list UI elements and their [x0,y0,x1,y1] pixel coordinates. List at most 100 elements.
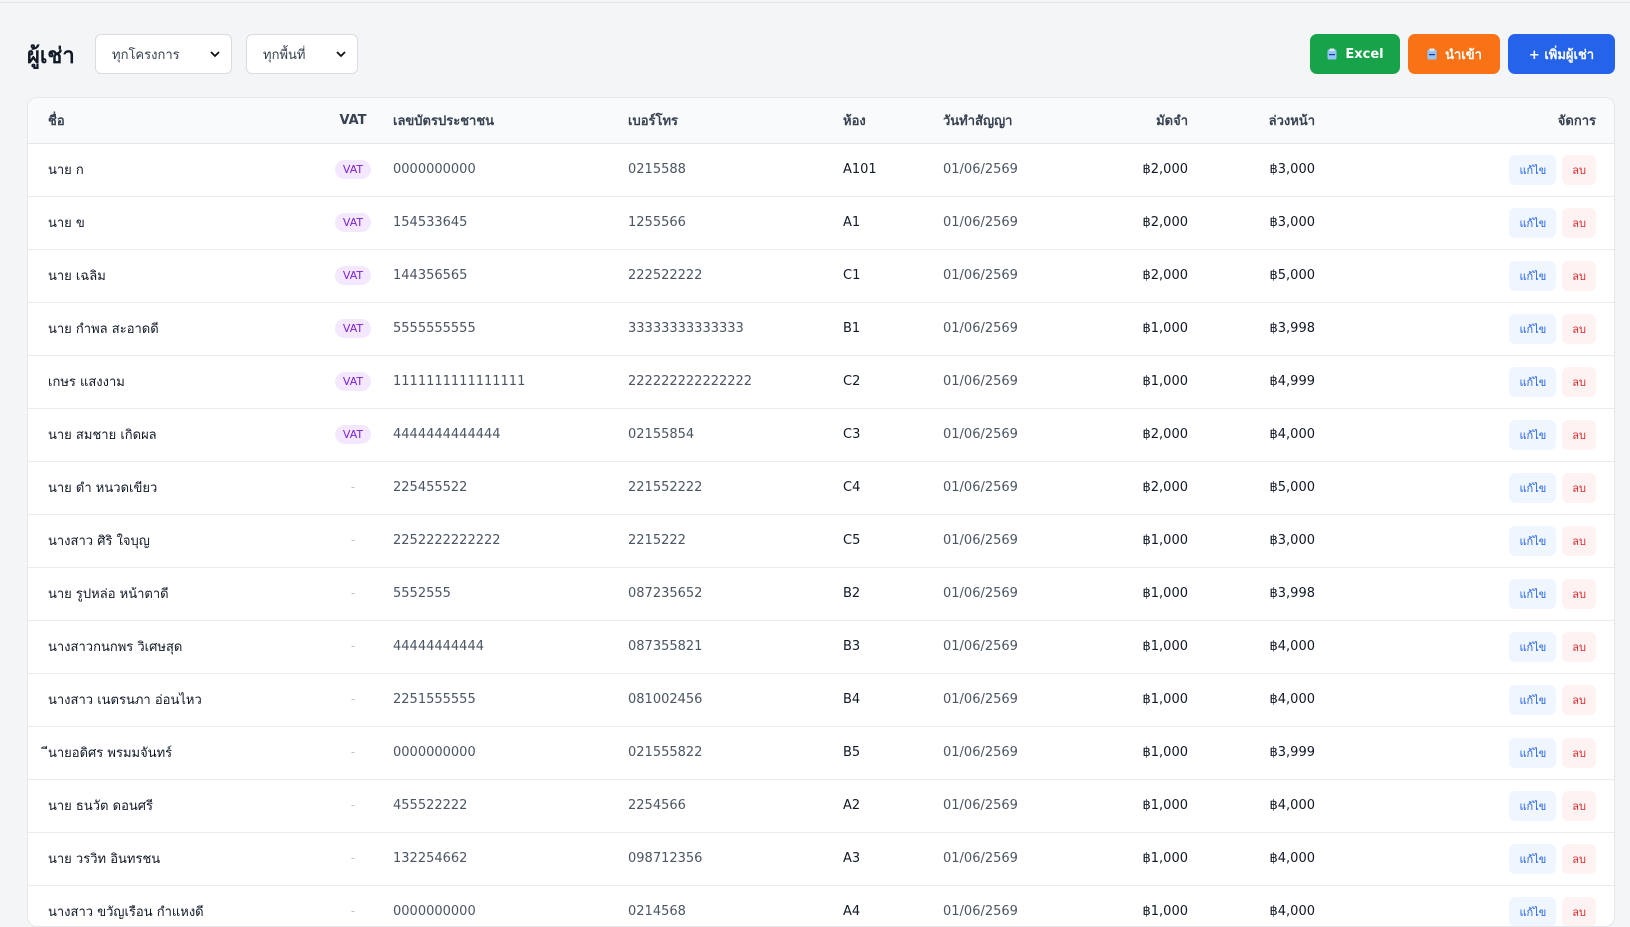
edit-button[interactable]: แก้ไข [1509,843,1557,874]
delete-button[interactable]: ลบ [1562,896,1596,926]
delete-button[interactable]: ลบ [1562,684,1596,715]
cell-vat: - [313,673,393,726]
delete-button[interactable]: ลบ [1562,631,1596,662]
export-excel-button[interactable]: Excel [1310,34,1400,74]
delete-button[interactable]: ลบ [1562,525,1596,556]
vat-empty: - [350,480,356,494]
cell-advance: ฿3,000 [1269,162,1316,177]
import-button[interactable]: นำเข้า [1408,34,1500,74]
edit-button[interactable]: แก้ไข [1509,154,1557,185]
table-row: นาย ธนวัต ดอนศรี - 455522222 2254566 A2 01/06… [28,779,1614,832]
cell-id-card: 2251555555 [393,692,476,707]
cell-deposit: ฿2,000 [1142,480,1189,495]
area-filter-value: ทุกพื้นที่ [263,47,306,63]
table-header-row: ชื่อ VAT เลขบัตรประชาชน เบอร์โทร ห้อง วั… [28,98,1614,144]
cell-room: A4 [843,904,861,919]
cell-id-card: 0000000000 [393,162,476,177]
vat-badge: VAT [334,319,372,338]
delete-button[interactable]: ลบ [1562,472,1596,503]
top-divider [0,2,1630,3]
area-filter-select[interactable]: ทุกพื้นที่ [246,34,358,74]
edit-button[interactable]: แก้ไข [1509,684,1557,715]
import-label: นำเข้า [1445,47,1482,63]
delete-button[interactable]: ลบ [1562,207,1596,238]
cell-name: นาย เฉลิม [48,269,106,284]
cell-contract-date: 01/06/2569 [943,480,1018,495]
cell-vat: - [313,461,393,514]
cell-name: นางสาว ศิริ ใจบุญ [48,534,150,549]
cell-room: C1 [843,268,861,283]
edit-button[interactable]: แก้ไข [1509,896,1557,926]
cell-advance: ฿3,000 [1269,533,1316,548]
edit-button[interactable]: แก้ไข [1509,366,1557,397]
delete-button[interactable]: ลบ [1562,154,1596,185]
cell-vat: - [313,885,393,926]
cell-id-card: 154533645 [393,215,468,230]
vat-badge: VAT [334,160,372,179]
cell-contract-date: 01/06/2569 [943,798,1018,813]
cell-id-card: 5552555 [393,586,451,601]
cell-phone: 221552222 [628,480,703,495]
edit-button[interactable]: แก้ไข [1509,207,1557,238]
cell-phone: 2215222 [628,533,686,548]
cell-room: B4 [843,692,861,707]
cell-actions: แก้ไข ลบ [1315,461,1614,514]
edit-button[interactable]: แก้ไข [1509,737,1557,768]
cell-advance: ฿3,998 [1269,321,1316,336]
edit-button[interactable]: แก้ไข [1509,472,1557,503]
cell-deposit: ฿1,000 [1142,904,1189,919]
col-header-contract-date: วันทำสัญญา [943,98,1093,144]
cell-contract-date: 01/06/2569 [943,904,1018,919]
cell-advance: ฿3,998 [1269,586,1316,601]
edit-button[interactable]: แก้ไข [1509,419,1557,450]
cell-id-card: 455522222 [393,798,468,813]
page-title: ผู้เช่า [27,44,75,69]
cell-actions: แก้ไข ลบ [1315,832,1614,885]
edit-button[interactable]: แก้ไข [1509,578,1557,609]
cell-name: นาย สมชาย เกิดผล [48,428,157,443]
clipboard-icon [1427,48,1437,60]
cell-contract-date: 01/06/2569 [943,586,1018,601]
cell-phone: 0215588 [628,162,686,177]
cell-phone: 02155854 [628,427,695,442]
cell-contract-date: 01/06/2569 [943,639,1018,654]
edit-button[interactable]: แก้ไข [1509,525,1557,556]
cell-id-card: 4444444444444 [393,427,501,442]
cell-deposit: ฿2,000 [1142,215,1189,230]
delete-button[interactable]: ลบ [1562,843,1596,874]
edit-button[interactable]: แก้ไข [1509,313,1557,344]
delete-button[interactable]: ลบ [1562,578,1596,609]
cell-phone: 1255566 [628,215,686,230]
cell-actions: แก้ไข ลบ [1315,355,1614,408]
delete-button[interactable]: ลบ [1562,737,1596,768]
cell-room: B2 [843,586,861,601]
delete-button[interactable]: ลบ [1562,419,1596,450]
tenants-table-body: นาย ก VAT 0000000000 0215588 A101 01/06/2569 ฿… [28,143,1614,926]
cell-name: นาย วรวิท อินทรชน [48,852,161,867]
cell-contract-date: 01/06/2569 [943,162,1018,177]
cell-id-card: 1111111111111111 [393,374,526,389]
vat-badge: VAT [334,372,372,391]
cell-vat: VAT [313,143,393,196]
col-header-actions: จัดการ [1315,98,1614,144]
delete-button[interactable]: ลบ [1562,790,1596,821]
cell-actions: แก้ไข ลบ [1315,143,1614,196]
edit-button[interactable]: แก้ไข [1509,631,1557,662]
project-filter-select[interactable]: ทุกโครงการ [95,34,232,74]
delete-button[interactable]: ลบ [1562,366,1596,397]
add-tenant-button[interactable]: + เพิ่มผู้เช่า [1508,34,1615,74]
delete-button[interactable]: ลบ [1562,260,1596,291]
edit-button[interactable]: แก้ไข [1509,790,1557,821]
cell-advance: ฿4,000 [1269,851,1316,866]
cell-name: นางสาวกนกพร วิเศษสุด [48,640,183,655]
table-row: นางสาวกนกพร วิเศษสุด - 44444444444 08735582… [28,620,1614,673]
delete-button[interactable]: ลบ [1562,313,1596,344]
cell-id-card: 2252222222222 [393,533,501,548]
cell-advance: ฿4,000 [1269,798,1316,813]
table-row: นางสาว ขวัญเรือน กำแหงดี - 0000000000 02145… [28,885,1614,926]
edit-button[interactable]: แก้ไข [1509,260,1557,291]
cell-advance: ฿3,000 [1269,215,1316,230]
cell-actions: แก้ไข ลบ [1315,567,1614,620]
vat-badge: VAT [334,213,372,232]
cell-phone: 222522222 [628,268,703,283]
